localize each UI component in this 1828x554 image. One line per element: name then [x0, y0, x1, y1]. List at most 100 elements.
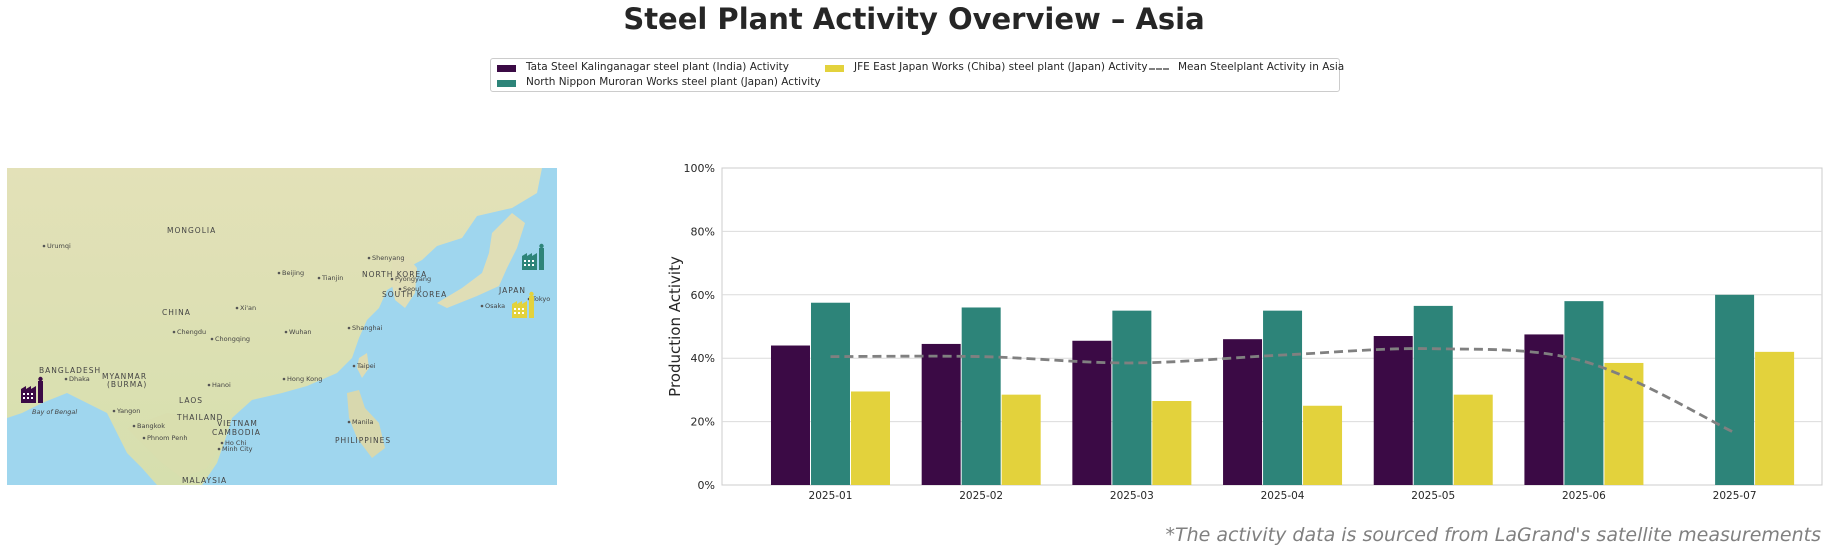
asia-map: Urumqi MONGOLIA Shenyang Beijing Tianjin NORT… — [7, 168, 557, 485]
map-label-city: Manila — [352, 418, 373, 426]
map-city-dot — [317, 276, 321, 280]
map-label-city: Taipei — [356, 362, 376, 370]
plot-area: 0% 20% 40% 60% 80% 100% Production Activity 202… — [666, 162, 1823, 502]
map-label-country: CAMBODIA — [212, 428, 261, 437]
x-tick-label: 2025-04 — [1261, 490, 1305, 502]
bar — [1263, 310, 1303, 485]
map-city-dot — [172, 330, 176, 334]
bar — [1303, 405, 1343, 485]
bar — [1715, 294, 1755, 485]
legend-label-chiba: JFE East Japan Works (Chiba) steel plant… — [854, 61, 1148, 73]
legend-label-muroran: North Nippon Muroran Works steel plant (… — [526, 76, 821, 88]
map-label-city: Hanoi — [212, 381, 231, 389]
map-city-dot — [352, 364, 356, 368]
map-label-country: LAOS — [179, 396, 203, 405]
map-label-city: Yangon — [116, 407, 140, 415]
footnote: *The activity data is sourced from LaGra… — [1165, 524, 1821, 546]
map-label-city: Tianjin — [321, 274, 343, 282]
map-city-dot — [284, 330, 288, 334]
map-label-city: Pyongyang — [395, 275, 431, 283]
map-city-dot — [142, 436, 146, 440]
x-tick-label: 2025-05 — [1411, 490, 1455, 502]
map-city-dot — [64, 377, 68, 381]
map-label-city: Chengdu — [177, 328, 206, 336]
legend: Tata Steel Kalinganagar steel plant (Ind… — [490, 58, 1344, 92]
map-label-country: SOUTH KOREA — [382, 290, 447, 299]
map-label-city: Chongqing — [215, 335, 250, 343]
map-city-dot — [367, 256, 371, 260]
legend-line-mean — [1149, 68, 1169, 70]
map-label-city: Wuhan — [289, 328, 312, 336]
map-city-dot — [210, 337, 214, 341]
bar — [1152, 400, 1192, 485]
factory-icon — [522, 243, 544, 270]
bar — [770, 345, 810, 485]
map-label-country: MALAYSIA — [182, 476, 227, 485]
legend-label-mean: Mean Steelplant Activity in Asia — [1178, 61, 1345, 73]
map-label-water: Bay of Bengal — [32, 408, 77, 416]
legend-swatch-chiba — [825, 65, 844, 72]
mean-activity-line — [830, 347, 1736, 434]
map-label-city: Minh City — [222, 445, 253, 453]
map-city-dot — [132, 424, 136, 428]
map-label-country: MYANMAR — [102, 372, 147, 381]
map-label-city: Beijing — [282, 269, 304, 277]
bar — [1112, 310, 1152, 485]
map-city-dot — [282, 377, 286, 381]
y-tick-label: 40% — [691, 352, 715, 365]
map-city-dot — [112, 409, 116, 413]
bar — [921, 343, 961, 485]
bar — [1001, 394, 1041, 485]
y-tick-label: 0% — [698, 479, 715, 492]
map-city-dot — [390, 277, 394, 281]
bar — [1413, 305, 1453, 485]
x-tick-label: 2025-07 — [1713, 490, 1757, 502]
legend-label-tata: Tata Steel Kalinganagar steel plant (Ind… — [526, 61, 789, 73]
map-city-dot — [207, 383, 211, 387]
bar — [1072, 340, 1112, 485]
map-label-city: Shanghai — [352, 324, 383, 332]
map-label-country: JAPAN — [498, 286, 526, 295]
map-japan — [437, 213, 525, 308]
y-tick-label: 80% — [691, 225, 715, 238]
map-city-dot — [347, 326, 351, 330]
y-axis-label: Production Activity — [666, 256, 684, 397]
map-labels: Urumqi MONGOLIA Shenyang Beijing Tianjin NORT… — [32, 226, 550, 485]
x-tick-label: 2025-06 — [1562, 490, 1606, 502]
map-korea — [391, 256, 417, 308]
map-label-country: NORTH KOREA — [362, 270, 427, 279]
map-indochina — [127, 413, 222, 478]
map-city-dot — [217, 447, 221, 451]
x-tick-label: 2025-02 — [959, 490, 1003, 502]
map-mainland — [7, 168, 542, 485]
map-label-city: Phnom Penh — [147, 434, 187, 442]
y-tick-label: 20% — [691, 416, 715, 429]
map-label-country: CHINA — [162, 308, 191, 317]
legend-swatch-muroran — [497, 80, 516, 87]
bar — [961, 307, 1001, 485]
map-city-dot — [347, 420, 351, 424]
x-tick-label: 2025-03 — [1110, 490, 1154, 502]
map-label-country: BANGLADESH — [39, 366, 101, 375]
map-label-city: Xi'an — [240, 304, 256, 312]
bar — [1453, 394, 1493, 485]
bar — [1755, 351, 1795, 485]
y-tick-label: 60% — [691, 289, 715, 302]
legend-swatch-tata — [497, 65, 516, 72]
bar — [1373, 336, 1413, 485]
bar — [1524, 334, 1564, 485]
map-city-dot — [42, 244, 46, 248]
map-label-city: Osaka — [485, 302, 505, 310]
bar — [1564, 301, 1604, 485]
x-tick-label: 2025-01 — [809, 490, 853, 502]
chart-title: Steel Plant Activity Overview – Asia — [623, 2, 1205, 36]
map-label-city: Urumqi — [47, 242, 71, 250]
y-tick-label: 100% — [684, 162, 715, 175]
map-label-country: PHILIPPINES — [335, 436, 391, 445]
map-city-dot — [277, 271, 281, 275]
map-label-city: Tokyo — [531, 295, 550, 303]
factory-icon — [21, 376, 43, 403]
map-label-country: MONGOLIA — [167, 226, 216, 235]
map-label-country: THAILAND — [176, 413, 223, 422]
